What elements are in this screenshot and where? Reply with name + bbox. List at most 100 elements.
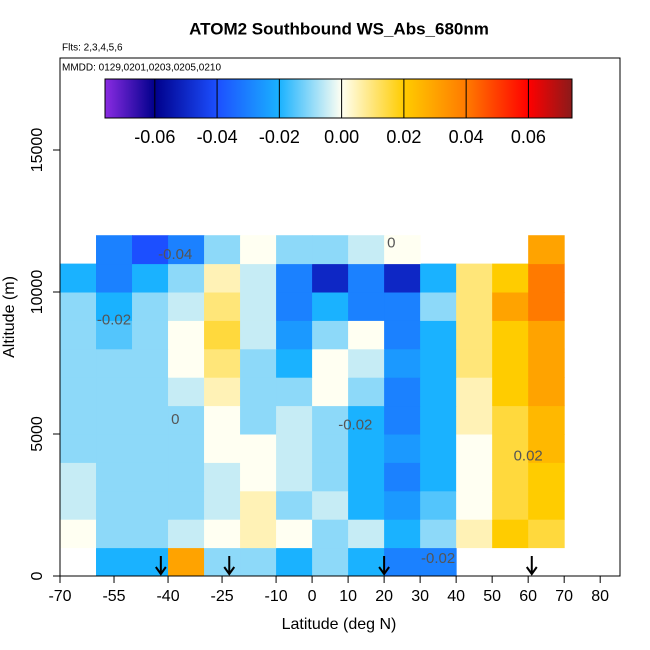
x-tick-label: 50 — [483, 588, 501, 605]
heat-cell — [384, 377, 421, 407]
heat-cell — [240, 434, 277, 463]
heat-cell — [204, 405, 241, 435]
heat-cell — [168, 490, 205, 520]
x-tick-label: 0 — [308, 588, 317, 605]
heat-cell — [384, 519, 421, 549]
flight-arrow — [378, 556, 390, 576]
chart-title: ATOM2 Southbound WS_Abs_680nm — [189, 19, 489, 38]
heat-cell — [348, 320, 385, 350]
heat-cell — [456, 263, 493, 293]
heat-cell — [312, 235, 349, 265]
contour-label: 0 — [387, 235, 395, 252]
heat-cell — [384, 490, 421, 520]
heat-cell — [60, 405, 97, 435]
x-tick-label: -55 — [102, 588, 125, 605]
heat-cell — [528, 519, 565, 549]
heat-cell — [312, 348, 349, 378]
heat-cell — [420, 434, 457, 463]
heat-cell — [60, 320, 97, 350]
x-tick-label: 60 — [519, 588, 537, 605]
x-tick-label: 70 — [555, 588, 573, 605]
heat-cell — [420, 348, 457, 378]
heat-cell — [276, 292, 313, 321]
heat-cell — [420, 519, 457, 549]
heat-cell — [168, 263, 205, 293]
heat-cell — [132, 405, 169, 435]
heat-cell — [168, 519, 205, 549]
heat-cell — [312, 292, 349, 321]
heat-cell — [420, 547, 457, 577]
heat-cell — [132, 320, 169, 350]
y-tick-label: 15000 — [29, 128, 46, 173]
heat-cell — [96, 519, 133, 549]
heat-cell — [168, 320, 205, 350]
heat-cell — [492, 292, 529, 321]
heat-cell — [276, 348, 313, 378]
heat-cell — [132, 462, 169, 492]
heat-cell — [60, 519, 97, 549]
heat-cell — [276, 462, 313, 492]
heat-cell — [384, 235, 421, 265]
heat-cell — [168, 377, 205, 407]
heat-cell — [132, 235, 169, 265]
heat-cell — [420, 320, 457, 350]
heat-cell — [96, 377, 133, 407]
heat-cell — [204, 547, 241, 577]
contour-label: -0.02 — [338, 416, 372, 433]
heat-cell — [492, 519, 529, 549]
heat-cell — [276, 519, 313, 549]
heat-cell — [96, 547, 133, 577]
heat-cell — [276, 320, 313, 350]
heat-cell — [456, 292, 493, 321]
heat-cell — [492, 348, 529, 378]
heat-cell — [96, 405, 133, 435]
contour-label: -0.02 — [421, 550, 455, 567]
heat-cell — [456, 377, 493, 407]
heat-cell — [492, 434, 529, 463]
colorbar-tick-label: 0.00 — [324, 127, 359, 147]
heat-cell — [384, 320, 421, 350]
x-tick-label: -25 — [210, 588, 233, 605]
heat-cell — [492, 320, 529, 350]
heat-cell — [492, 490, 529, 520]
heat-cell — [204, 348, 241, 378]
heat-cell — [276, 434, 313, 463]
heat-cell — [132, 377, 169, 407]
heat-cell — [348, 434, 385, 463]
colorbar-tick-label: -0.04 — [197, 127, 238, 147]
heat-cell — [492, 405, 529, 435]
x-tick-label: 20 — [375, 588, 393, 605]
contour-label: -0.02 — [97, 311, 131, 328]
heat-cell — [168, 292, 205, 321]
heat-cell — [168, 547, 205, 577]
heat-cell — [168, 434, 205, 463]
heat-cell — [456, 490, 493, 520]
heat-cell — [204, 263, 241, 293]
heat-cell — [204, 434, 241, 463]
heat-cell — [204, 235, 241, 265]
heat-cell — [240, 547, 277, 577]
heat-cell — [312, 519, 349, 549]
heat-cell — [384, 348, 421, 378]
contour-label: 0.02 — [514, 448, 543, 465]
heat-cell — [384, 263, 421, 293]
heat-cell — [492, 377, 529, 407]
heat-cell — [240, 405, 277, 435]
y-axis-label: Altitude (m) — [1, 276, 18, 358]
x-tick-label: -10 — [265, 588, 288, 605]
heat-cell — [276, 405, 313, 435]
heat-cell — [276, 235, 313, 265]
colorbar — [104, 78, 573, 119]
heat-cell — [168, 235, 205, 265]
x-tick-label: -40 — [156, 588, 179, 605]
heat-cell — [96, 235, 133, 265]
subtitle: Flts: 2,3,4,5,6 — [62, 43, 123, 54]
heat-cell — [348, 462, 385, 492]
heat-cell — [204, 377, 241, 407]
heat-cell — [204, 292, 241, 321]
heat-cell — [528, 434, 565, 463]
heat-cell — [384, 292, 421, 321]
heat-cell — [96, 462, 133, 492]
heat-cell — [60, 377, 97, 407]
